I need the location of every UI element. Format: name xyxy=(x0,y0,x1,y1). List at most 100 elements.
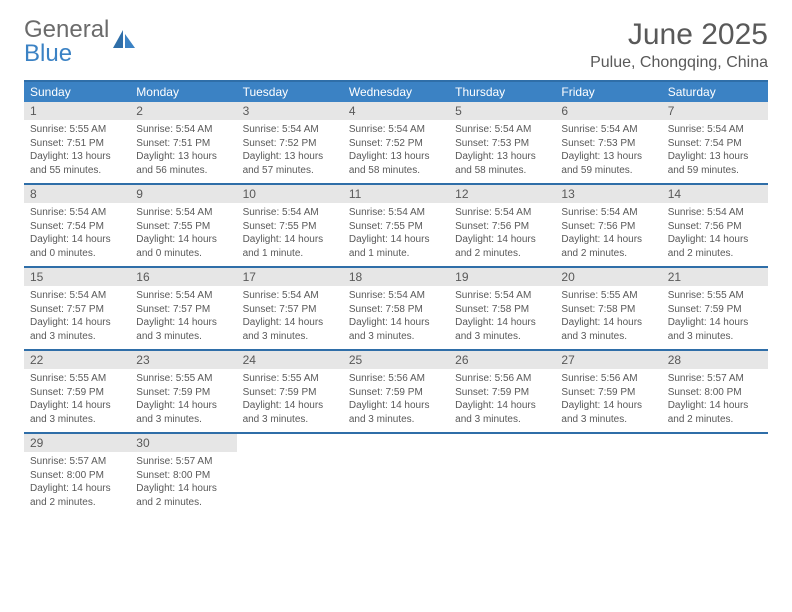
day-sr: Sunrise: 5:55 AM xyxy=(561,289,655,303)
day-cell: 1 Sunrise: 5:55 AMSunset: 7:51 PMDaylight… xyxy=(24,102,130,183)
day-ss: Sunset: 7:55 PM xyxy=(136,220,230,234)
day-dl1: Daylight: 14 hours xyxy=(30,482,124,496)
day-cell: 18 Sunrise: 5:54 AMSunset: 7:58 PMDayligh… xyxy=(343,268,449,349)
day-cell: 13Sunrise: 5:54 AMSunset: 7:56 PMDayligh… xyxy=(555,185,661,266)
weeks-container: 1Sunrise: 5:55 AMSunset: 7:51 PMDaylight… xyxy=(24,102,768,515)
day-number: 17 xyxy=(237,268,343,286)
day-dl1: Daylight: 14 hours xyxy=(668,233,762,247)
day-number: 1 xyxy=(24,102,130,120)
day-dl1: Daylight: 14 hours xyxy=(136,399,230,413)
day-dl1: Daylight: 14 hours xyxy=(668,316,762,330)
day-sr: Sunrise: 5:54 AM xyxy=(136,289,230,303)
day-body: Sunrise: 5:56 AMSunset: 7:59 PMDaylight:… xyxy=(561,372,655,426)
day-number: 12 xyxy=(449,185,555,203)
week-row: 22Sunrise: 5:55 AMSunset: 7:59 PMDayligh… xyxy=(24,351,768,434)
day-dl2: and 3 minutes. xyxy=(30,330,124,344)
week-row: 29Sunrise: 5:57 AMSunset: 8:00 PMDayligh… xyxy=(24,434,768,515)
dow-saturday: Saturday xyxy=(662,82,768,102)
day-number: 3 xyxy=(237,102,343,120)
day-dl1: Daylight: 13 hours xyxy=(561,150,655,164)
day-sr: Sunrise: 5:54 AM xyxy=(455,289,549,303)
day-dl2: and 3 minutes. xyxy=(561,413,655,427)
day-number: 10 xyxy=(237,185,343,203)
day-cell: 26Sunrise: 5:56 AMSunset: 7:59 PMDayligh… xyxy=(449,351,555,432)
day-dl2: and 1 minute. xyxy=(349,247,443,261)
day-cell xyxy=(555,434,661,515)
day-sr: Sunrise: 5:54 AM xyxy=(136,206,230,220)
day-dl1: Daylight: 13 hours xyxy=(349,150,443,164)
day-dl1: Daylight: 14 hours xyxy=(455,399,549,413)
day-body: Sunrise: 5:55 AMSunset: 7:59 PMDaylight:… xyxy=(30,372,124,426)
day-body: Sunrise: 5:55 AMSunset: 7:59 PMDaylight:… xyxy=(243,372,337,426)
day-dl1: Daylight: 14 hours xyxy=(349,233,443,247)
day-number: 11 xyxy=(343,185,449,203)
day-ss: Sunset: 7:55 PM xyxy=(349,220,443,234)
day-sr: Sunrise: 5:55 AM xyxy=(30,123,124,137)
day-ss: Sunset: 7:59 PM xyxy=(455,386,549,400)
day-ss: Sunset: 8:00 PM xyxy=(136,469,230,483)
day-dl1: Daylight: 13 hours xyxy=(455,150,549,164)
day-body: Sunrise: 5:54 AMSunset: 7:55 PMDaylight:… xyxy=(243,206,337,260)
day-body: Sunrise: 5:54 AMSunset: 7:52 PMDaylight:… xyxy=(243,123,337,177)
day-sr: Sunrise: 5:55 AM xyxy=(30,372,124,386)
day-number: 8 xyxy=(24,185,130,203)
day-dl2: and 2 minutes. xyxy=(136,496,230,510)
day-dl2: and 1 minute. xyxy=(243,247,337,261)
day-ss: Sunset: 7:57 PM xyxy=(243,303,337,317)
day-body: Sunrise: 5:55 AMSunset: 7:59 PMDaylight:… xyxy=(136,372,230,426)
day-number: 25 xyxy=(343,351,449,369)
day-number: 7 xyxy=(662,102,768,120)
logo-word-general: General xyxy=(24,16,109,43)
location-text: Pulue, Chongqing, China xyxy=(590,54,768,72)
day-body: Sunrise: 5:55 AMSunset: 7:51 PMDaylight:… xyxy=(30,123,124,177)
day-dl1: Daylight: 14 hours xyxy=(136,316,230,330)
day-ss: Sunset: 7:59 PM xyxy=(136,386,230,400)
day-ss: Sunset: 7:51 PM xyxy=(136,137,230,151)
day-sr: Sunrise: 5:56 AM xyxy=(561,372,655,386)
day-body: Sunrise: 5:54 AMSunset: 7:58 PMDaylight:… xyxy=(349,289,443,343)
day-sr: Sunrise: 5:54 AM xyxy=(349,289,443,303)
day-cell: 19Sunrise: 5:54 AMSunset: 7:58 PMDayligh… xyxy=(449,268,555,349)
day-sr: Sunrise: 5:54 AM xyxy=(243,206,337,220)
logo: General Blue xyxy=(24,18,137,66)
dow-wednesday: Wednesday xyxy=(343,82,449,102)
day-dl1: Daylight: 14 hours xyxy=(30,233,124,247)
day-dl2: and 55 minutes. xyxy=(30,164,124,178)
day-dl2: and 3 minutes. xyxy=(136,413,230,427)
day-dl2: and 3 minutes. xyxy=(349,413,443,427)
day-cell: 23Sunrise: 5:55 AMSunset: 7:59 PMDayligh… xyxy=(130,351,236,432)
day-dl2: and 2 minutes. xyxy=(668,413,762,427)
day-dl1: Daylight: 14 hours xyxy=(561,399,655,413)
day-body: Sunrise: 5:54 AMSunset: 7:56 PMDaylight:… xyxy=(455,206,549,260)
day-dl1: Daylight: 14 hours xyxy=(561,316,655,330)
day-dl1: Daylight: 14 hours xyxy=(455,316,549,330)
day-dl1: Daylight: 14 hours xyxy=(668,399,762,413)
day-number: 27 xyxy=(555,351,661,369)
day-number: 13 xyxy=(555,185,661,203)
day-sr: Sunrise: 5:57 AM xyxy=(668,372,762,386)
day-cell: 8 Sunrise: 5:54 AMSunset: 7:54 PMDaylight… xyxy=(24,185,130,266)
day-number: 26 xyxy=(449,351,555,369)
day-ss: Sunset: 7:57 PM xyxy=(136,303,230,317)
day-cell: 28Sunrise: 5:57 AMSunset: 8:00 PMDayligh… xyxy=(662,351,768,432)
day-ss: Sunset: 7:59 PM xyxy=(668,303,762,317)
day-cell: 25Sunrise: 5:56 AMSunset: 7:59 PMDayligh… xyxy=(343,351,449,432)
day-dl1: Daylight: 14 hours xyxy=(30,399,124,413)
day-ss: Sunset: 7:57 PM xyxy=(30,303,124,317)
day-dl2: and 56 minutes. xyxy=(136,164,230,178)
day-cell: 20Sunrise: 5:55 AMSunset: 7:58 PMDayligh… xyxy=(555,268,661,349)
day-body: Sunrise: 5:54 AMSunset: 7:53 PMDaylight:… xyxy=(455,123,549,177)
day-cell xyxy=(343,434,449,515)
day-ss: Sunset: 7:56 PM xyxy=(668,220,762,234)
day-body: Sunrise: 5:54 AMSunset: 7:54 PMDaylight:… xyxy=(30,206,124,260)
day-dl1: Daylight: 14 hours xyxy=(136,233,230,247)
day-ss: Sunset: 7:52 PM xyxy=(349,137,443,151)
day-number: 15 xyxy=(24,268,130,286)
day-dl2: and 58 minutes. xyxy=(455,164,549,178)
day-sr: Sunrise: 5:55 AM xyxy=(136,372,230,386)
day-dl2: and 57 minutes. xyxy=(243,164,337,178)
week-row: 1Sunrise: 5:55 AMSunset: 7:51 PMDaylight… xyxy=(24,102,768,185)
day-ss: Sunset: 7:59 PM xyxy=(30,386,124,400)
day-number: 18 xyxy=(343,268,449,286)
day-ss: Sunset: 7:58 PM xyxy=(561,303,655,317)
